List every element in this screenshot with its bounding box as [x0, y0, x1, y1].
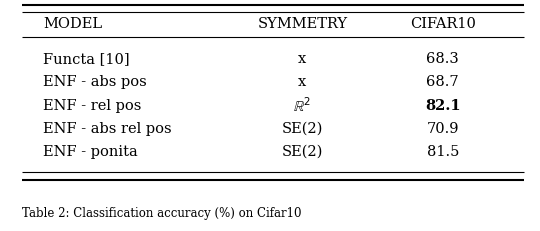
- Text: SYMMETRY: SYMMETRY: [258, 17, 347, 31]
- Text: x: x: [298, 52, 307, 66]
- Text: Table 2: Classification accuracy (%) on Cifar10: Table 2: Classification accuracy (%) on …: [22, 206, 301, 219]
- Text: ENF - rel pos: ENF - rel pos: [43, 98, 141, 112]
- Text: Functa [10]: Functa [10]: [43, 52, 130, 66]
- Text: ENF - ponita: ENF - ponita: [43, 144, 138, 158]
- Text: $\mathbb{R}^2$: $\mathbb{R}^2$: [293, 96, 312, 114]
- Text: x: x: [298, 75, 307, 89]
- Text: CIFAR10: CIFAR10: [410, 17, 476, 31]
- Text: 81.5: 81.5: [427, 144, 459, 158]
- Text: SE(2): SE(2): [282, 144, 323, 158]
- Text: SE(2): SE(2): [282, 121, 323, 135]
- Text: MODEL: MODEL: [43, 17, 102, 31]
- Text: ENF - abs pos: ENF - abs pos: [43, 75, 147, 89]
- Text: 82.1: 82.1: [425, 98, 461, 112]
- Text: 70.9: 70.9: [427, 121, 459, 135]
- Text: 68.7: 68.7: [427, 75, 459, 89]
- Text: ENF - abs rel pos: ENF - abs rel pos: [43, 121, 172, 135]
- Text: 68.3: 68.3: [427, 52, 459, 66]
